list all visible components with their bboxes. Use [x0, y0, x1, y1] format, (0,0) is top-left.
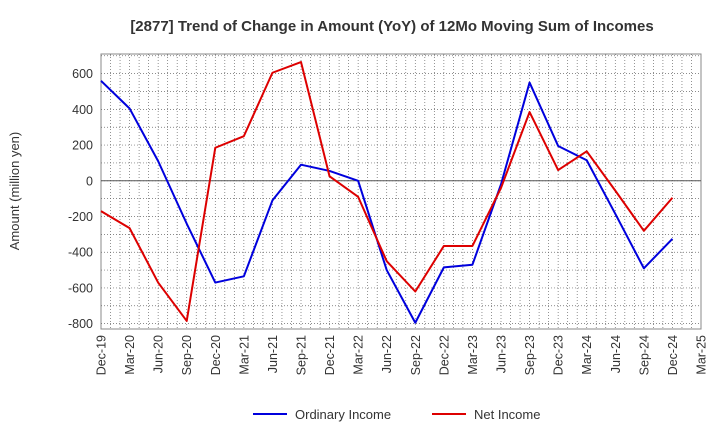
y-axis-label: Amount (million yen)	[7, 132, 22, 251]
y-tick-label: -200	[68, 210, 93, 224]
x-tick-label: Mar-25	[695, 335, 709, 375]
x-tick-label: Jun-22	[380, 335, 394, 373]
x-tick-label: Sep-21	[295, 335, 309, 375]
y-tick-label: 400	[72, 103, 93, 117]
legend: Ordinary Income Net Income	[253, 407, 540, 422]
x-tick-labels: Dec-19 Mar-20 Jun-20 Sep-20 Dec-20 Mar-21 Jun-…	[95, 335, 709, 375]
x-tick-label: Dec-23	[552, 335, 566, 375]
x-tick-label: Mar-20	[123, 335, 137, 375]
legend-label: Net Income	[474, 407, 540, 422]
y-tick-label: -600	[68, 281, 93, 295]
plot-area	[100, 53, 702, 330]
y-tick-label: 600	[72, 67, 93, 81]
x-tick-label: Mar-22	[352, 335, 366, 375]
series-line-ordinary-income	[100, 80, 674, 324]
grid-lines	[101, 54, 701, 329]
x-tick-label: Jun-24	[609, 335, 623, 373]
y-tick-label: -800	[68, 317, 93, 331]
x-tick-label: Dec-24	[666, 335, 680, 375]
y-tick-label: -400	[68, 246, 93, 260]
y-tick-labels: -800 -600 -400 -200 0 200 400 600	[68, 67, 93, 331]
x-tick-label: Mar-24	[580, 335, 594, 375]
x-tick-label: Dec-22	[437, 335, 451, 375]
y-tick-label: 0	[86, 174, 93, 188]
x-tick-label: Jun-23	[495, 335, 509, 373]
series-line-net-income	[100, 61, 674, 322]
chart-title: [2877] Trend of Change in Amount (YoY) o…	[130, 18, 653, 35]
x-tick-label: Dec-19	[95, 335, 109, 375]
x-tick-label: Sep-24	[637, 335, 651, 375]
x-tick-label: Sep-23	[523, 335, 537, 375]
x-tick-label: Dec-21	[323, 335, 337, 375]
x-tick-label: Mar-21	[237, 335, 251, 375]
y-tick-label: 200	[72, 139, 93, 153]
legend-label: Ordinary Income	[295, 407, 391, 422]
x-tick-label: Sep-22	[409, 335, 423, 375]
series-lines	[100, 61, 674, 324]
x-tick-label: Mar-23	[466, 335, 480, 375]
x-tick-label: Jun-20	[152, 335, 166, 373]
x-tick-label: Sep-20	[180, 335, 194, 375]
x-tick-label: Dec-20	[209, 335, 223, 375]
x-tick-label: Jun-21	[266, 335, 280, 373]
